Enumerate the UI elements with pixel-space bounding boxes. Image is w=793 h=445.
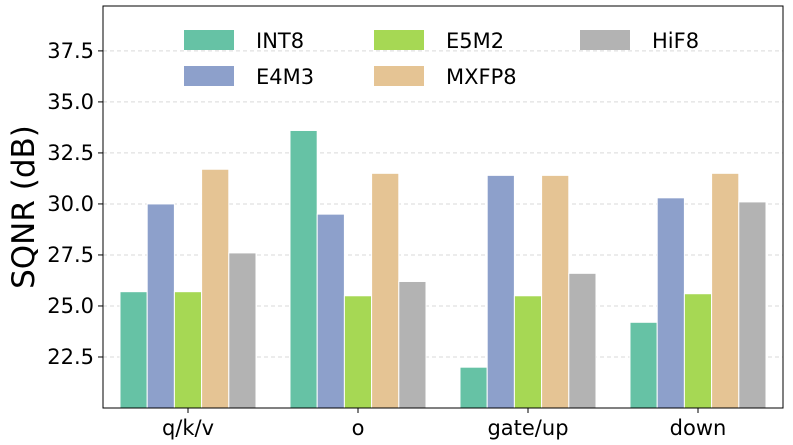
legend-swatch-int8 bbox=[184, 30, 234, 50]
bar-hif8-1 bbox=[398, 280, 427, 409]
legend-item-mxfp8: MXFP8 bbox=[374, 65, 517, 89]
legend-label-mxfp8: MXFP8 bbox=[446, 65, 517, 89]
legend: INT8 E4M3 E5M2 MXFP8 HiF8 bbox=[184, 29, 699, 89]
y-tick-label-5: 35.0 bbox=[47, 90, 94, 114]
x-axis-ticks: q/k/v o gate/up down bbox=[162, 408, 726, 440]
bar-int8-3 bbox=[629, 321, 658, 409]
bar-e4m3-0 bbox=[146, 203, 175, 409]
bar-e5m2-3 bbox=[683, 293, 713, 409]
y-tick-label-6: 37.5 bbox=[47, 39, 94, 63]
legend-item-hif8: HiF8 bbox=[580, 29, 699, 53]
x-tick-label-2: gate/up bbox=[487, 416, 568, 440]
bar-e5m2-0 bbox=[173, 291, 203, 409]
legend-item-int8: INT8 bbox=[184, 29, 304, 53]
legend-item-e5m2: E5M2 bbox=[374, 29, 504, 53]
legend-label-e5m2: E5M2 bbox=[446, 29, 504, 53]
bar-hif8-0 bbox=[228, 252, 257, 409]
bar-e5m2-2 bbox=[513, 295, 543, 409]
legend-swatch-e4m3 bbox=[184, 66, 234, 86]
bar-e4m3-1 bbox=[316, 213, 345, 409]
bar-mxfp8-1 bbox=[371, 172, 400, 409]
y-tick-label-0: 22.5 bbox=[47, 345, 94, 369]
legend-label-hif8: HiF8 bbox=[652, 29, 699, 53]
y-tick-label-2: 27.5 bbox=[47, 243, 94, 267]
bar-mxfp8-3 bbox=[711, 172, 740, 409]
plot-frame bbox=[102, 5, 784, 409]
x-tick-label-1: o bbox=[352, 416, 365, 440]
bar-int8-1 bbox=[289, 129, 318, 409]
bar-hif8-3 bbox=[738, 201, 767, 409]
bar-int8-0 bbox=[119, 291, 148, 409]
bars bbox=[119, 129, 767, 409]
bar-e4m3-3 bbox=[656, 197, 685, 409]
legend-swatch-hif8 bbox=[580, 30, 630, 50]
bar-hif8-2 bbox=[568, 272, 597, 409]
legend-label-e4m3: E4M3 bbox=[256, 65, 314, 89]
bar-mxfp8-0 bbox=[201, 168, 230, 409]
bar-e4m3-2 bbox=[486, 174, 515, 409]
legend-item-e4m3: E4M3 bbox=[184, 65, 314, 89]
y-tick-label-4: 32.5 bbox=[47, 141, 94, 165]
bar-mxfp8-2 bbox=[541, 174, 570, 409]
bar-int8-2 bbox=[459, 366, 488, 409]
x-tick-label-0: q/k/v bbox=[162, 416, 214, 440]
legend-swatch-mxfp8 bbox=[374, 66, 424, 86]
legend-label-int8: INT8 bbox=[256, 29, 304, 53]
legend-swatch-e5m2 bbox=[374, 30, 424, 50]
y-axis-ticks: 22.5 25.0 27.5 30.0 32.5 35.0 37.5 bbox=[47, 39, 103, 369]
y-axis-label: SQNR (dB) bbox=[6, 125, 42, 289]
y-tick-label-1: 25.0 bbox=[47, 294, 94, 318]
bar-e5m2-1 bbox=[343, 295, 373, 409]
y-tick-label-3: 30.0 bbox=[47, 192, 94, 216]
x-tick-label-3: down bbox=[670, 416, 727, 440]
